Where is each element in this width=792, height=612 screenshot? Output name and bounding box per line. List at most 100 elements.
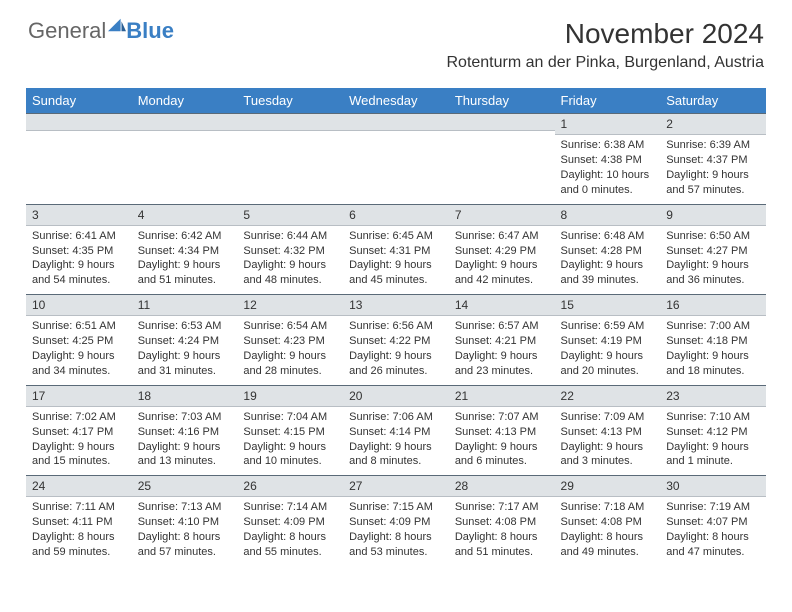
day-number-bar: 17 xyxy=(26,385,132,407)
sail-icon xyxy=(108,18,126,32)
day-number-bar: 28 xyxy=(449,475,555,497)
calendar-day-cell: 16Sunrise: 7:00 AMSunset: 4:18 PMDayligh… xyxy=(660,294,766,385)
calendar-week-row: 24Sunrise: 7:11 AMSunset: 4:11 PMDayligh… xyxy=(26,475,766,566)
sunset-text: Sunset: 4:13 PM xyxy=(455,425,549,440)
daylight-text: Daylight: 9 hours and 1 minute. xyxy=(666,440,760,470)
daylight-text: Daylight: 9 hours and 13 minutes. xyxy=(138,440,232,470)
calendar-day-cell: 14Sunrise: 6:57 AMSunset: 4:21 PMDayligh… xyxy=(449,294,555,385)
daylight-text: Daylight: 8 hours and 55 minutes. xyxy=(243,530,337,560)
day-info: Sunrise: 6:42 AMSunset: 4:34 PMDaylight:… xyxy=(132,226,238,294)
sunrise-text: Sunrise: 6:57 AM xyxy=(455,319,549,334)
day-info: Sunrise: 6:56 AMSunset: 4:22 PMDaylight:… xyxy=(343,316,449,384)
sunset-text: Sunset: 4:35 PM xyxy=(32,244,126,259)
calendar-day-cell: 2Sunrise: 6:39 AMSunset: 4:37 PMDaylight… xyxy=(660,113,766,204)
sunrise-text: Sunrise: 7:18 AM xyxy=(561,500,655,515)
day-info: Sunrise: 6:39 AMSunset: 4:37 PMDaylight:… xyxy=(660,135,766,203)
day-info: Sunrise: 6:53 AMSunset: 4:24 PMDaylight:… xyxy=(132,316,238,384)
daylight-text: Daylight: 9 hours and 23 minutes. xyxy=(455,349,549,379)
calendar-day-cell: 23Sunrise: 7:10 AMSunset: 4:12 PMDayligh… xyxy=(660,385,766,476)
calendar-day-cell: 20Sunrise: 7:06 AMSunset: 4:14 PMDayligh… xyxy=(343,385,449,476)
day-info: Sunrise: 7:06 AMSunset: 4:14 PMDaylight:… xyxy=(343,407,449,475)
daylight-text: Daylight: 9 hours and 45 minutes. xyxy=(349,258,443,288)
day-info: Sunrise: 7:15 AMSunset: 4:09 PMDaylight:… xyxy=(343,497,449,565)
day-info: Sunrise: 7:13 AMSunset: 4:10 PMDaylight:… xyxy=(132,497,238,565)
calendar-day-cell: 17Sunrise: 7:02 AMSunset: 4:17 PMDayligh… xyxy=(26,385,132,476)
sunset-text: Sunset: 4:37 PM xyxy=(666,153,760,168)
sunrise-text: Sunrise: 6:47 AM xyxy=(455,229,549,244)
sunset-text: Sunset: 4:38 PM xyxy=(561,153,655,168)
daylight-text: Daylight: 9 hours and 36 minutes. xyxy=(666,258,760,288)
sunset-text: Sunset: 4:31 PM xyxy=(349,244,443,259)
calendar-day-cell: 13Sunrise: 6:56 AMSunset: 4:22 PMDayligh… xyxy=(343,294,449,385)
day-number-bar: 21 xyxy=(449,385,555,407)
sunset-text: Sunset: 4:23 PM xyxy=(243,334,337,349)
day-info: Sunrise: 6:57 AMSunset: 4:21 PMDaylight:… xyxy=(449,316,555,384)
day-info: Sunrise: 7:11 AMSunset: 4:11 PMDaylight:… xyxy=(26,497,132,565)
daylight-text: Daylight: 9 hours and 10 minutes. xyxy=(243,440,337,470)
calendar-day-cell: 28Sunrise: 7:17 AMSunset: 4:08 PMDayligh… xyxy=(449,475,555,566)
sunrise-text: Sunrise: 7:15 AM xyxy=(349,500,443,515)
sunset-text: Sunset: 4:09 PM xyxy=(349,515,443,530)
calendar-day-cell: 22Sunrise: 7:09 AMSunset: 4:13 PMDayligh… xyxy=(555,385,661,476)
calendar-day-cell: 6Sunrise: 6:45 AMSunset: 4:31 PMDaylight… xyxy=(343,204,449,295)
calendar-day-cell: 5Sunrise: 6:44 AMSunset: 4:32 PMDaylight… xyxy=(237,204,343,295)
day-info: Sunrise: 7:14 AMSunset: 4:09 PMDaylight:… xyxy=(237,497,343,565)
sunrise-text: Sunrise: 6:48 AM xyxy=(561,229,655,244)
calendar-day-cell xyxy=(26,113,132,204)
calendar-day-cell xyxy=(449,113,555,204)
day-info: Sunrise: 6:45 AMSunset: 4:31 PMDaylight:… xyxy=(343,226,449,294)
calendar-week-row: 1Sunrise: 6:38 AMSunset: 4:38 PMDaylight… xyxy=(26,113,766,204)
header: General Blue November 2024 Rotenturm an … xyxy=(0,0,792,80)
daylight-text: Daylight: 8 hours and 53 minutes. xyxy=(349,530,443,560)
calendar-table: Sunday Monday Tuesday Wednesday Thursday… xyxy=(26,88,766,566)
calendar-week-row: 17Sunrise: 7:02 AMSunset: 4:17 PMDayligh… xyxy=(26,385,766,476)
day-info: Sunrise: 7:09 AMSunset: 4:13 PMDaylight:… xyxy=(555,407,661,475)
daylight-text: Daylight: 8 hours and 51 minutes. xyxy=(455,530,549,560)
sunset-text: Sunset: 4:09 PM xyxy=(243,515,337,530)
day-number-bar: 8 xyxy=(555,204,661,226)
sunrise-text: Sunrise: 7:09 AM xyxy=(561,410,655,425)
sunset-text: Sunset: 4:18 PM xyxy=(666,334,760,349)
sunrise-text: Sunrise: 6:41 AM xyxy=(32,229,126,244)
day-number-bar xyxy=(237,113,343,131)
day-info: Sunrise: 7:07 AMSunset: 4:13 PMDaylight:… xyxy=(449,407,555,475)
brand-part2: Blue xyxy=(126,18,174,44)
sunset-text: Sunset: 4:11 PM xyxy=(32,515,126,530)
daylight-text: Daylight: 9 hours and 15 minutes. xyxy=(32,440,126,470)
day-number-bar xyxy=(343,113,449,131)
calendar-day-cell: 15Sunrise: 6:59 AMSunset: 4:19 PMDayligh… xyxy=(555,294,661,385)
day-header: Friday xyxy=(555,88,661,113)
day-number-bar: 10 xyxy=(26,294,132,316)
sunrise-text: Sunrise: 7:06 AM xyxy=(349,410,443,425)
day-info: Sunrise: 7:00 AMSunset: 4:18 PMDaylight:… xyxy=(660,316,766,384)
calendar-day-cell: 11Sunrise: 6:53 AMSunset: 4:24 PMDayligh… xyxy=(132,294,238,385)
calendar-day-cell: 24Sunrise: 7:11 AMSunset: 4:11 PMDayligh… xyxy=(26,475,132,566)
day-info: Sunrise: 6:47 AMSunset: 4:29 PMDaylight:… xyxy=(449,226,555,294)
day-number-bar: 22 xyxy=(555,385,661,407)
daylight-text: Daylight: 9 hours and 31 minutes. xyxy=(138,349,232,379)
day-info: Sunrise: 6:54 AMSunset: 4:23 PMDaylight:… xyxy=(237,316,343,384)
day-number-bar: 18 xyxy=(132,385,238,407)
sunset-text: Sunset: 4:25 PM xyxy=(32,334,126,349)
sunrise-text: Sunrise: 7:07 AM xyxy=(455,410,549,425)
day-info: Sunrise: 7:18 AMSunset: 4:08 PMDaylight:… xyxy=(555,497,661,565)
sunset-text: Sunset: 4:17 PM xyxy=(32,425,126,440)
day-number-bar: 24 xyxy=(26,475,132,497)
sunset-text: Sunset: 4:08 PM xyxy=(455,515,549,530)
sunrise-text: Sunrise: 6:59 AM xyxy=(561,319,655,334)
calendar-day-cell xyxy=(132,113,238,204)
sunrise-text: Sunrise: 7:10 AM xyxy=(666,410,760,425)
daylight-text: Daylight: 8 hours and 57 minutes. xyxy=(138,530,232,560)
daylight-text: Daylight: 9 hours and 34 minutes. xyxy=(32,349,126,379)
calendar-day-cell: 30Sunrise: 7:19 AMSunset: 4:07 PMDayligh… xyxy=(660,475,766,566)
sunrise-text: Sunrise: 7:04 AM xyxy=(243,410,337,425)
daylight-text: Daylight: 8 hours and 59 minutes. xyxy=(32,530,126,560)
title-block: November 2024 Rotenturm an der Pinka, Bu… xyxy=(446,18,764,72)
sunset-text: Sunset: 4:19 PM xyxy=(561,334,655,349)
daylight-text: Daylight: 9 hours and 57 minutes. xyxy=(666,168,760,198)
day-number-bar: 1 xyxy=(555,113,661,135)
sunrise-text: Sunrise: 6:39 AM xyxy=(666,138,760,153)
day-number-bar: 6 xyxy=(343,204,449,226)
day-number-bar xyxy=(132,113,238,131)
calendar-day-cell: 27Sunrise: 7:15 AMSunset: 4:09 PMDayligh… xyxy=(343,475,449,566)
